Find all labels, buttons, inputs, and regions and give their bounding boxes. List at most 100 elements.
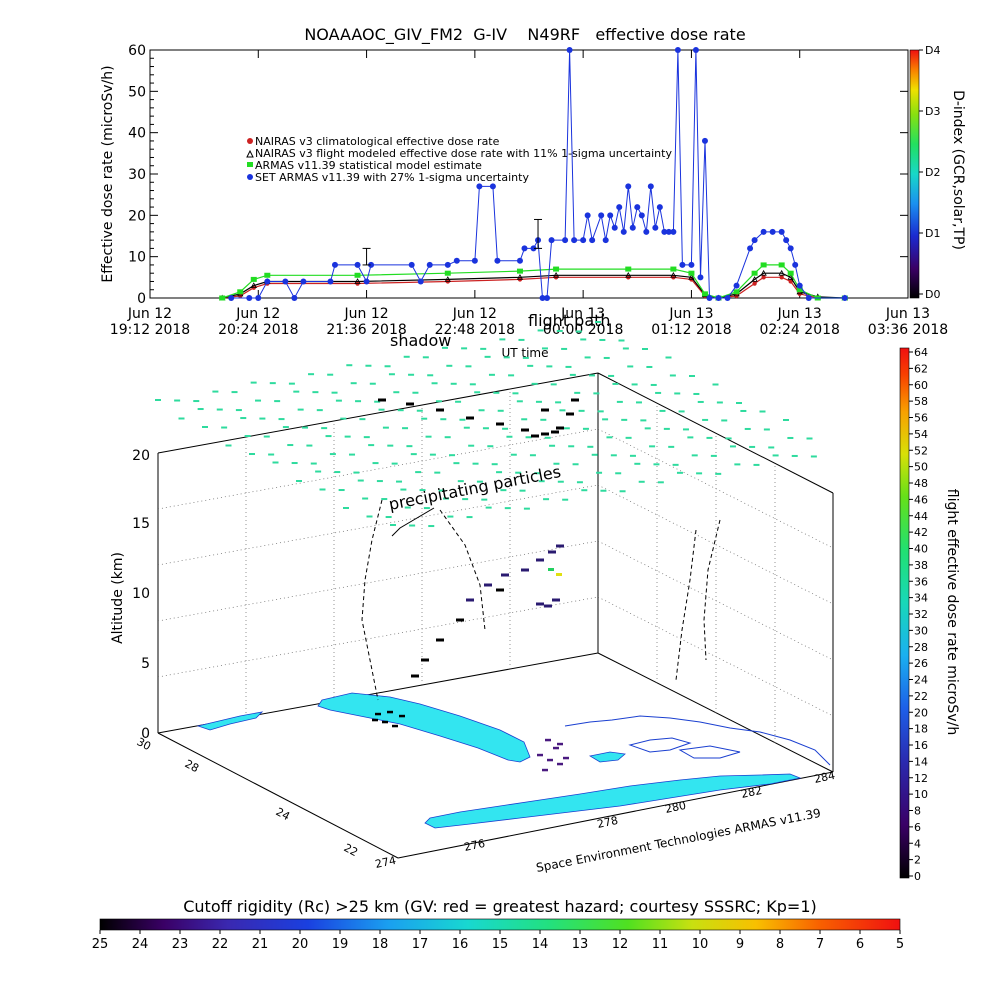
colorbar-tick-label: 64 (914, 346, 928, 359)
colorbar-tick-label: 26 (914, 657, 928, 670)
series-point (580, 237, 587, 244)
series-point (354, 272, 361, 278)
x-tick-label-time: 19:12 2018 (110, 322, 190, 338)
series-point (692, 47, 699, 53)
series-point (788, 279, 793, 284)
trajectory-3d-panel: 0 5 10 15 20 Altitude (km) 30 28 24 22 2… (110, 321, 960, 883)
flight-point-mid (484, 583, 492, 587)
series-point (652, 224, 659, 231)
rigidity-tick-label: 13 (572, 937, 589, 952)
series-point (751, 237, 758, 244)
rigidity-tick-label: 20 (292, 937, 309, 952)
flight-point-high (436, 408, 444, 412)
series-layer (219, 47, 849, 301)
series-point (417, 278, 424, 285)
y-tick-label: 50 (128, 84, 146, 100)
flight-point-high (566, 412, 574, 416)
colorbar-tick-label: 12 (914, 772, 928, 785)
series-point (562, 237, 569, 244)
rigidity-tick-label: 9 (736, 937, 744, 952)
legend: NAIRAS v3 climatological effective dose … (246, 135, 672, 184)
y-tick-label: 0 (137, 291, 146, 307)
z-tick-label: 15 (132, 516, 150, 532)
series-point (611, 224, 618, 231)
flight-point-high (531, 434, 539, 438)
flight-point-low (557, 762, 563, 766)
series-point (489, 183, 496, 190)
x-tick-label-time: 00:00 2018 (543, 322, 623, 338)
series-point (354, 278, 361, 284)
flight-point-low (553, 746, 559, 750)
rigidity-tick-label: 17 (412, 937, 429, 952)
x-tick-label-time: 01:12 2018 (651, 322, 731, 338)
legend-marker-armas-model (247, 162, 253, 167)
x-tick-label-date: Jun 12 (235, 306, 280, 322)
y-tick-label: 60 (128, 43, 146, 59)
colorbar-tick-label: 10 (914, 788, 928, 801)
legend-entry-set-armas: SET ARMAS v11.39 with 27% 1-sigma uncert… (255, 171, 529, 184)
series-point (255, 295, 262, 301)
colorbar-tick-label: 32 (914, 608, 928, 621)
flight-point-high (521, 428, 529, 432)
legend-marker-nairas-clim (247, 138, 253, 144)
series-point (250, 276, 257, 282)
series-point (778, 269, 785, 276)
flight-point-low (563, 756, 569, 760)
colorbar-tick-label: 22 (914, 690, 928, 703)
series-point (625, 266, 632, 272)
colorbar-tick-label: 0 (914, 870, 921, 883)
series-point (300, 278, 307, 285)
series-point (796, 287, 803, 293)
series-point (476, 183, 483, 190)
series-point (805, 295, 812, 301)
flight-point-warm (548, 568, 554, 571)
rigidity-field (155, 321, 817, 528)
flight-point-high (378, 398, 386, 402)
d-index-axis: D0 D1 D2 D3 D4 (919, 44, 940, 301)
series-point (282, 278, 289, 285)
flight-point-mid (456, 618, 464, 622)
flight-point-mid (521, 568, 529, 572)
series-point (602, 237, 609, 244)
series-point (761, 275, 766, 280)
dose-colorbar-axis: 0246810121416182022242628303234363840424… (909, 346, 928, 883)
colorbar-tick-label: 20 (914, 706, 928, 719)
flight-point-ground (372, 718, 378, 722)
rigidity-tick-label: 14 (532, 937, 549, 952)
lon-tick-label: 280 (664, 799, 687, 816)
series-point (264, 272, 271, 278)
precipitating-particles-label: precipitating particles (387, 462, 562, 514)
flight-point-high (556, 426, 564, 430)
lat-tick-label: 28 (183, 757, 201, 775)
colorbar-tick-label: 16 (914, 739, 928, 752)
series-point (796, 282, 803, 289)
flight-point-mid (436, 638, 444, 642)
series-point (706, 295, 713, 301)
rigidity-tick-label: 15 (492, 937, 509, 952)
series-point (552, 271, 560, 278)
rigidity-tick-label: 12 (612, 937, 629, 952)
x-tick-label-time: 20:24 2018 (218, 322, 298, 338)
series-point (548, 237, 555, 244)
colorbar-tick-label: 42 (914, 526, 928, 539)
series-point (607, 212, 614, 219)
series-point (688, 261, 695, 268)
series-point (237, 289, 244, 295)
rigidity-tick-label: 11 (652, 937, 669, 952)
rigidity-tick-label: 10 (692, 937, 709, 952)
colorbar-tick-label: 40 (914, 543, 928, 556)
series-point (778, 262, 785, 268)
colorbar-tick-label: 28 (914, 641, 928, 654)
series-point (670, 271, 677, 278)
x-tick-label-date: Jun 12 (344, 306, 389, 322)
rigidity-tick-label: 24 (132, 937, 149, 952)
flight-point-mid (536, 558, 544, 562)
series-point (674, 47, 681, 53)
colorbar-tick-label: 34 (914, 592, 928, 605)
series-point (625, 271, 632, 278)
series-point (688, 274, 695, 280)
series-point (571, 237, 578, 244)
series-point (779, 275, 784, 280)
grid-back (157, 389, 834, 743)
flight-point-high (571, 398, 579, 402)
